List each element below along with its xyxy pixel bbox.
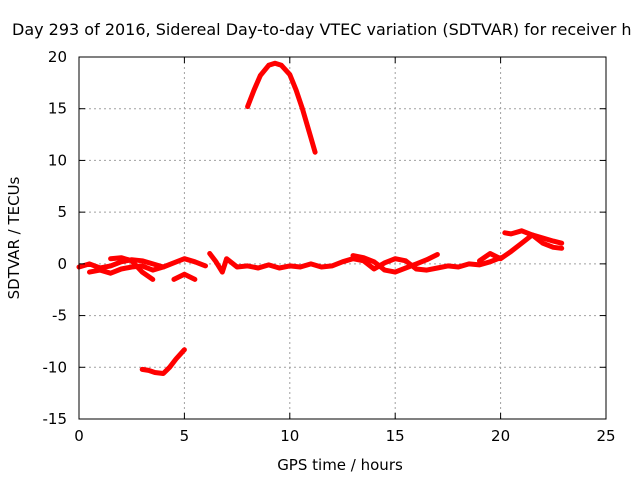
x-tick-label: 10 — [280, 427, 299, 445]
x-tick-label: 15 — [386, 427, 405, 445]
series-line-1 — [87, 263, 166, 276]
y-axis-label: SDTVAR / TECUs — [5, 176, 23, 299]
y-tick-label: 5 — [57, 203, 67, 221]
y-tick-label: 10 — [48, 151, 67, 169]
series-layer — [76, 60, 565, 376]
x-tick-label: 5 — [180, 427, 190, 445]
y-tick-label: 15 — [48, 100, 67, 118]
y-tick-label: -15 — [43, 410, 68, 428]
plot-frame — [78, 56, 607, 420]
series-line-5 — [350, 252, 440, 275]
series-line-2 — [108, 255, 156, 282]
series-line-3 — [171, 271, 198, 282]
y-tick-label: 20 — [48, 48, 67, 66]
series-line-7 — [502, 228, 565, 246]
series-line-9 — [139, 347, 187, 376]
x-tick-label: 0 — [74, 427, 84, 445]
y-tick-label: 0 — [57, 255, 67, 273]
x-axis-label: GPS time / hours — [277, 456, 403, 474]
grid-lines — [79, 57, 606, 419]
y-tick-label: -5 — [52, 307, 67, 325]
x-tick-label: 20 — [491, 427, 510, 445]
y-tick-label: -10 — [43, 358, 68, 376]
x-tick-label: 25 — [596, 427, 615, 445]
chart-title: Day 293 of 2016, Sidereal Day-to-day VTE… — [12, 20, 632, 39]
tick-layer: 0 5 10 15 20 25 -15 -10 -5 0 5 10 15 20 — [43, 48, 616, 445]
series-line-8 — [245, 60, 318, 155]
series-line-4 — [207, 251, 504, 275]
series-line-6 — [477, 232, 565, 264]
